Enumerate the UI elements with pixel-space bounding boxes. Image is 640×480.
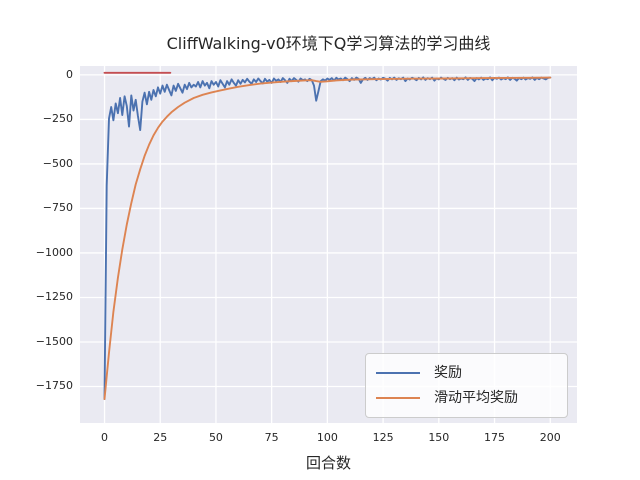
x-axis-label: 回合数 (305, 454, 351, 472)
legend-label-moving-average: 滑动平均奖励 (434, 390, 518, 406)
x-tick-label: 200 (539, 431, 561, 444)
plot-canvas (80, 66, 577, 423)
x-tick-label: 75 (264, 431, 279, 444)
y-tick-label: −1000 (35, 245, 73, 259)
x-tick-label: 125 (372, 431, 394, 444)
y-tick-label: 0 (66, 67, 73, 81)
x-tick-label: 175 (484, 431, 506, 444)
y-tick-label: −250 (42, 112, 73, 126)
series-line-滑动平均奖励 (103, 76, 552, 400)
x-tick-label: 150 (428, 431, 450, 444)
x-tick-label: 50 (208, 431, 223, 444)
legend-item-moving-average: 滑动平均奖励 (376, 389, 567, 407)
y-tick-label: −750 (42, 201, 73, 215)
legend-label-reward: 奖励 (434, 365, 462, 381)
x-tick-label: 25 (153, 431, 168, 444)
y-tick-label: −1250 (35, 290, 73, 304)
x-tick-label: 0 (101, 431, 109, 444)
legend-item-reward: 奖励 (376, 364, 567, 382)
y-tick-label: −500 (42, 156, 73, 170)
x-tick-label: 100 (316, 431, 338, 444)
plot-area (80, 66, 577, 423)
chart-title: CliffWalking-v0环境下Q学习算法的学习曲线 (166, 34, 491, 53)
moving-average-line-swatch (376, 396, 420, 400)
legend: 奖励 滑动平均奖励 (365, 353, 568, 418)
y-tick-label: −1750 (35, 379, 73, 393)
reward-line-swatch (376, 371, 420, 375)
y-tick-label: −1500 (35, 334, 73, 348)
